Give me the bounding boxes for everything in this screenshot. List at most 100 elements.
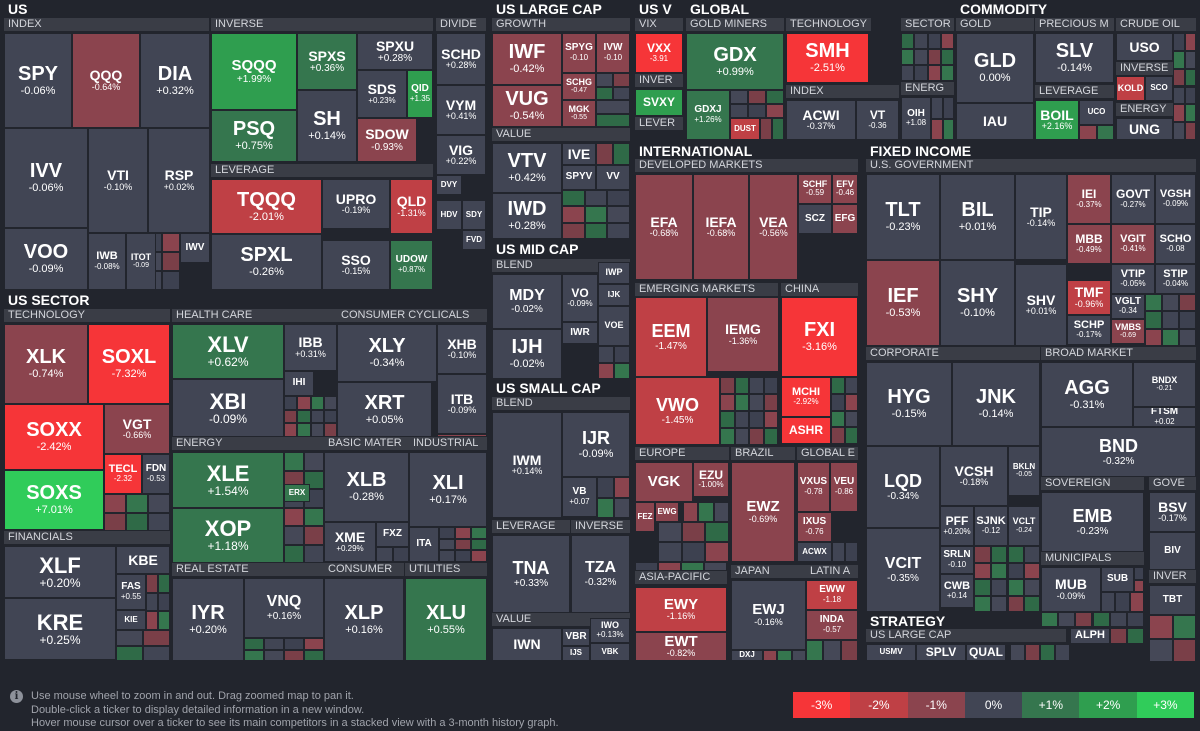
ticker-tile-stip[interactable]: STIP -0.04% — [1155, 264, 1196, 294]
ticker-tile-ewj[interactable]: EWJ -0.16% — [731, 580, 806, 650]
minor-tickers-cluster[interactable] — [760, 118, 784, 140]
ticker-tile-scho[interactable]: SCHO -0.08 — [1155, 224, 1196, 264]
ticker-tile-gld[interactable]: GLD 0.00% — [956, 33, 1034, 103]
ticker-tile-vtip[interactable]: VTIP -0.05% — [1111, 264, 1155, 294]
etf-heatmap[interactable]: US US SECTOR US LARGE CAP US V GLOBAL COMMODI… — [0, 0, 1200, 662]
ticker-tile-ief[interactable]: IEF -0.53% — [866, 260, 940, 346]
ticker-tile-fxz[interactable]: FXZ — [376, 522, 409, 547]
ticker-tile-sdow[interactable]: SDOW -0.93% — [357, 118, 417, 162]
ticker-tile-acwi[interactable]: ACWI -0.37% — [786, 100, 856, 140]
ticker-tile-dia[interactable]: DIA +0.32% — [140, 33, 210, 128]
ticker-tile-ihi[interactable]: IHI — [284, 371, 314, 396]
ticker-tile-spyv[interactable]: SPYV — [562, 165, 596, 190]
ticker-tile-scz[interactable]: SCZ — [798, 204, 832, 234]
ticker-tile-spxl[interactable]: SPXL -0.26% — [211, 234, 322, 290]
ticker-tile-vgk[interactable]: VGK — [635, 462, 693, 502]
ticker-tile-biv[interactable]: BIV — [1149, 532, 1196, 570]
ticker-tile-fas[interactable]: FAS +0.55 — [116, 574, 146, 610]
ticker-tile-vgsh[interactable]: VGSH -0.09% — [1155, 174, 1196, 224]
ticker-tile-vb[interactable]: VB +0.07 — [562, 477, 597, 517]
ticker-tile-gdx[interactable]: GDX +0.99% — [686, 33, 784, 90]
ticker-tile-ung[interactable]: UNG — [1116, 118, 1173, 140]
ticker-tile-xop[interactable]: XOP +1.18% — [172, 508, 284, 563]
ticker-tile-tqqq[interactable]: TQQQ -2.01% — [211, 179, 322, 234]
ticker-tile-iau[interactable]: IAU — [956, 103, 1034, 140]
ticker-tile-vea[interactable]: VEA -0.56% — [749, 174, 798, 280]
minor-tickers-cluster[interactable] — [376, 547, 409, 562]
minor-tickers-cluster[interactable] — [1110, 628, 1144, 644]
ticker-tile-mdy[interactable]: MDY -0.02% — [492, 274, 562, 329]
minor-tickers-cluster[interactable] — [1041, 612, 1144, 627]
minor-tickers-cluster[interactable] — [806, 640, 858, 661]
ticker-tile-ezu[interactable]: EZU -1.00% — [693, 462, 729, 497]
minor-tickers-cluster[interactable] — [598, 346, 630, 379]
ticker-tile-eww[interactable]: EWW -1.18 — [806, 580, 858, 610]
ticker-tile-usmv[interactable]: USMV — [866, 644, 916, 661]
minor-tickers-cluster[interactable] — [1145, 294, 1196, 346]
ticker-tile-xhb[interactable]: XHB -0.10% — [437, 324, 487, 374]
ticker-tile-vug[interactable]: VUG -0.54% — [492, 85, 562, 127]
ticker-tile-bkln[interactable]: BKLN -0.05 — [1008, 446, 1040, 496]
ticker-tile-iefa[interactable]: IEFA -0.68% — [693, 174, 749, 280]
ticker-tile-eem[interactable]: EEM -1.47% — [635, 297, 707, 377]
ticker-tile-vmbs[interactable]: VMBS -0.69 — [1111, 319, 1145, 344]
ticker-tile-qual[interactable]: QUAL — [966, 644, 1006, 661]
ticker-tile-smh[interactable]: SMH -2.51% — [786, 33, 869, 83]
ticker-tile-itb[interactable]: ITB -0.09% — [437, 374, 487, 434]
ticker-tile-vclt[interactable]: VCLT -0.24 — [1008, 506, 1040, 546]
ticker-tile-vxus[interactable]: VXUS -0.78 — [797, 462, 830, 512]
ticker-tile-acwx[interactable]: ACWX — [797, 542, 832, 562]
ticker-tile-ashr[interactable]: ASHR — [781, 417, 831, 444]
ticker-tile-sdy[interactable]: SDY — [462, 200, 486, 230]
ticker-tile-fvd[interactable]: FVD — [462, 230, 486, 250]
ticker-tile-cwb[interactable]: CWB +0.14 — [940, 574, 974, 608]
ticker-tile-efg[interactable]: EFG — [832, 204, 858, 234]
ticker-tile-bil[interactable]: BIL +0.01% — [940, 174, 1015, 260]
minor-tickers-cluster[interactable] — [146, 574, 170, 630]
ticker-tile-schp[interactable]: SCHP -0.17% — [1067, 315, 1111, 345]
ticker-tile-iwf[interactable]: IWF -0.42% — [492, 33, 562, 85]
ticker-tile-ftsm[interactable]: FTSM +0.02 — [1133, 407, 1196, 427]
ticker-tile-xbi[interactable]: XBI -0.09% — [172, 379, 284, 437]
ticker-tile-kre[interactable]: KRE +0.25% — [4, 598, 116, 660]
minor-tickers-cluster[interactable] — [831, 377, 858, 444]
ticker-tile-itot[interactable]: ITOT -0.09 — [126, 233, 156, 290]
minor-tickers-cluster[interactable] — [1079, 125, 1114, 140]
ticker-tile-rsp[interactable]: RSP +0.02% — [148, 128, 210, 233]
ticker-tile-xlv[interactable]: XLV +0.62% — [172, 324, 284, 379]
ticker-tile-bsv[interactable]: BSV -0.17% — [1149, 492, 1196, 532]
ticker-tile-iwv[interactable]: IWV — [180, 233, 210, 263]
ticker-tile-xlb[interactable]: XLB -0.28% — [324, 452, 409, 522]
ticker-tile-emb[interactable]: EMB -0.23% — [1041, 492, 1144, 552]
ticker-tile-iwr[interactable]: IWR — [562, 322, 598, 344]
ticker-tile-xme[interactable]: XME +0.29% — [324, 522, 376, 562]
ticker-tile-mbb[interactable]: MBB -0.49% — [1067, 224, 1111, 264]
ticker-tile-ibb[interactable]: IBB +0.31% — [284, 324, 337, 371]
ticker-tile-xlf[interactable]: XLF +0.20% — [4, 546, 116, 598]
ticker-tile-iwo[interactable]: IWO +0.13% — [590, 618, 630, 643]
ticker-tile-upro[interactable]: UPRO -0.19% — [322, 179, 390, 229]
ticker-tile-slv[interactable]: SLV -0.14% — [1035, 33, 1114, 83]
ticker-tile-fdn[interactable]: FDN -0.53 — [142, 454, 170, 494]
ticker-tile-vwo[interactable]: VWO -1.45% — [635, 377, 720, 445]
ticker-tile-veu[interactable]: VEU -0.86 — [830, 462, 858, 512]
minor-tickers-cluster[interactable] — [658, 522, 729, 562]
ticker-tile-vtv[interactable]: VTV +0.42% — [492, 143, 562, 193]
ticker-tile-voo[interactable]: VOO -0.09% — [4, 228, 88, 290]
ticker-tile-soxs[interactable]: SOXS +7.01% — [4, 470, 104, 530]
minor-tickers-cluster[interactable] — [1010, 644, 1070, 661]
ticker-tile-qqq[interactable]: QQQ -0.64% — [72, 33, 140, 128]
minor-tickers-cluster[interactable] — [720, 377, 778, 445]
ticker-tile-agg[interactable]: AGG -0.31% — [1041, 362, 1133, 427]
ticker-tile-ewz[interactable]: EWZ -0.69% — [731, 462, 795, 562]
ticker-tile-alph[interactable]: ALPH — [1070, 628, 1110, 644]
ticker-tile-vgit[interactable]: VGIT -0.41% — [1111, 224, 1155, 264]
ticker-tile-dust[interactable]: DUST — [730, 118, 760, 140]
ticker-tile-ita[interactable]: ITA — [409, 527, 439, 562]
ticker-tile-ewt[interactable]: EWT -0.82% — [635, 632, 727, 661]
minor-tickers-cluster[interactable] — [596, 143, 630, 165]
ticker-tile-psq[interactable]: PSQ +0.75% — [211, 110, 297, 162]
ticker-tile-vcit[interactable]: VCIT -0.35% — [866, 528, 940, 612]
ticker-tile-voe[interactable]: VOE — [598, 306, 630, 346]
ticker-tile-xli[interactable]: XLI +0.17% — [409, 452, 487, 527]
